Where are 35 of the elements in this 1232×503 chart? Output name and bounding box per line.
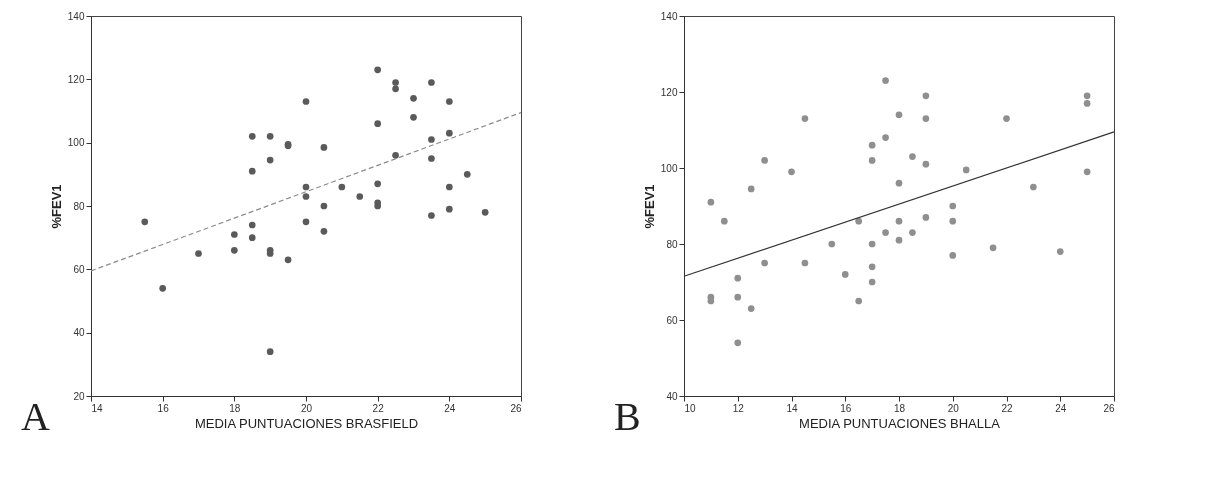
- x-tick-label: 10: [684, 402, 697, 414]
- y-axis-title: %FEV1: [641, 184, 657, 229]
- y-tick-label: 40: [73, 327, 85, 339]
- y-tick-label: 60: [73, 263, 85, 275]
- x-tick-label: 14: [786, 402, 798, 414]
- x-tick-label: 24: [444, 402, 456, 414]
- x-tick-label: 26: [1103, 402, 1115, 414]
- x-tick-label: 24: [1055, 402, 1067, 414]
- x-tick-label: 18: [229, 402, 241, 414]
- x-tick-label: 16: [840, 402, 852, 414]
- x-tick-label: 12: [732, 402, 745, 414]
- x-axis-title: MEDIA PUNTUACIONES BRASFIELD: [194, 415, 419, 431]
- y-tick-label: 100: [660, 162, 678, 174]
- y-tick-label: 20: [73, 390, 85, 402]
- y-axis-title: %FEV1: [48, 184, 64, 229]
- y-tick-label: 140: [67, 10, 85, 22]
- x-tick-label: 20: [300, 402, 313, 414]
- y-tick-label: 80: [666, 238, 678, 250]
- x-tick-label: 26: [510, 402, 522, 414]
- text: A: [21, 394, 50, 439]
- y-tick-label: 40: [666, 390, 678, 402]
- x-tick-label: 22: [1001, 402, 1013, 414]
- x-tick-label: 22: [372, 402, 385, 414]
- x-tick-label: 14: [91, 402, 104, 414]
- y-tick-label: 80: [73, 200, 85, 212]
- text: B: [614, 394, 641, 439]
- y-tick-label: 120: [67, 73, 85, 85]
- x-tick-label: 20: [947, 402, 960, 414]
- x-tick-label: 16: [157, 402, 170, 414]
- x-axis-title: MEDIA PUNTUACIONES BHALLA: [799, 415, 1001, 431]
- y-tick-label: 120: [660, 86, 678, 98]
- y-tick-label: 140: [660, 10, 678, 22]
- x-tick-label: 18: [893, 402, 906, 414]
- y-tick-label: 100: [67, 137, 85, 149]
- y-tick-label: 60: [666, 314, 678, 326]
